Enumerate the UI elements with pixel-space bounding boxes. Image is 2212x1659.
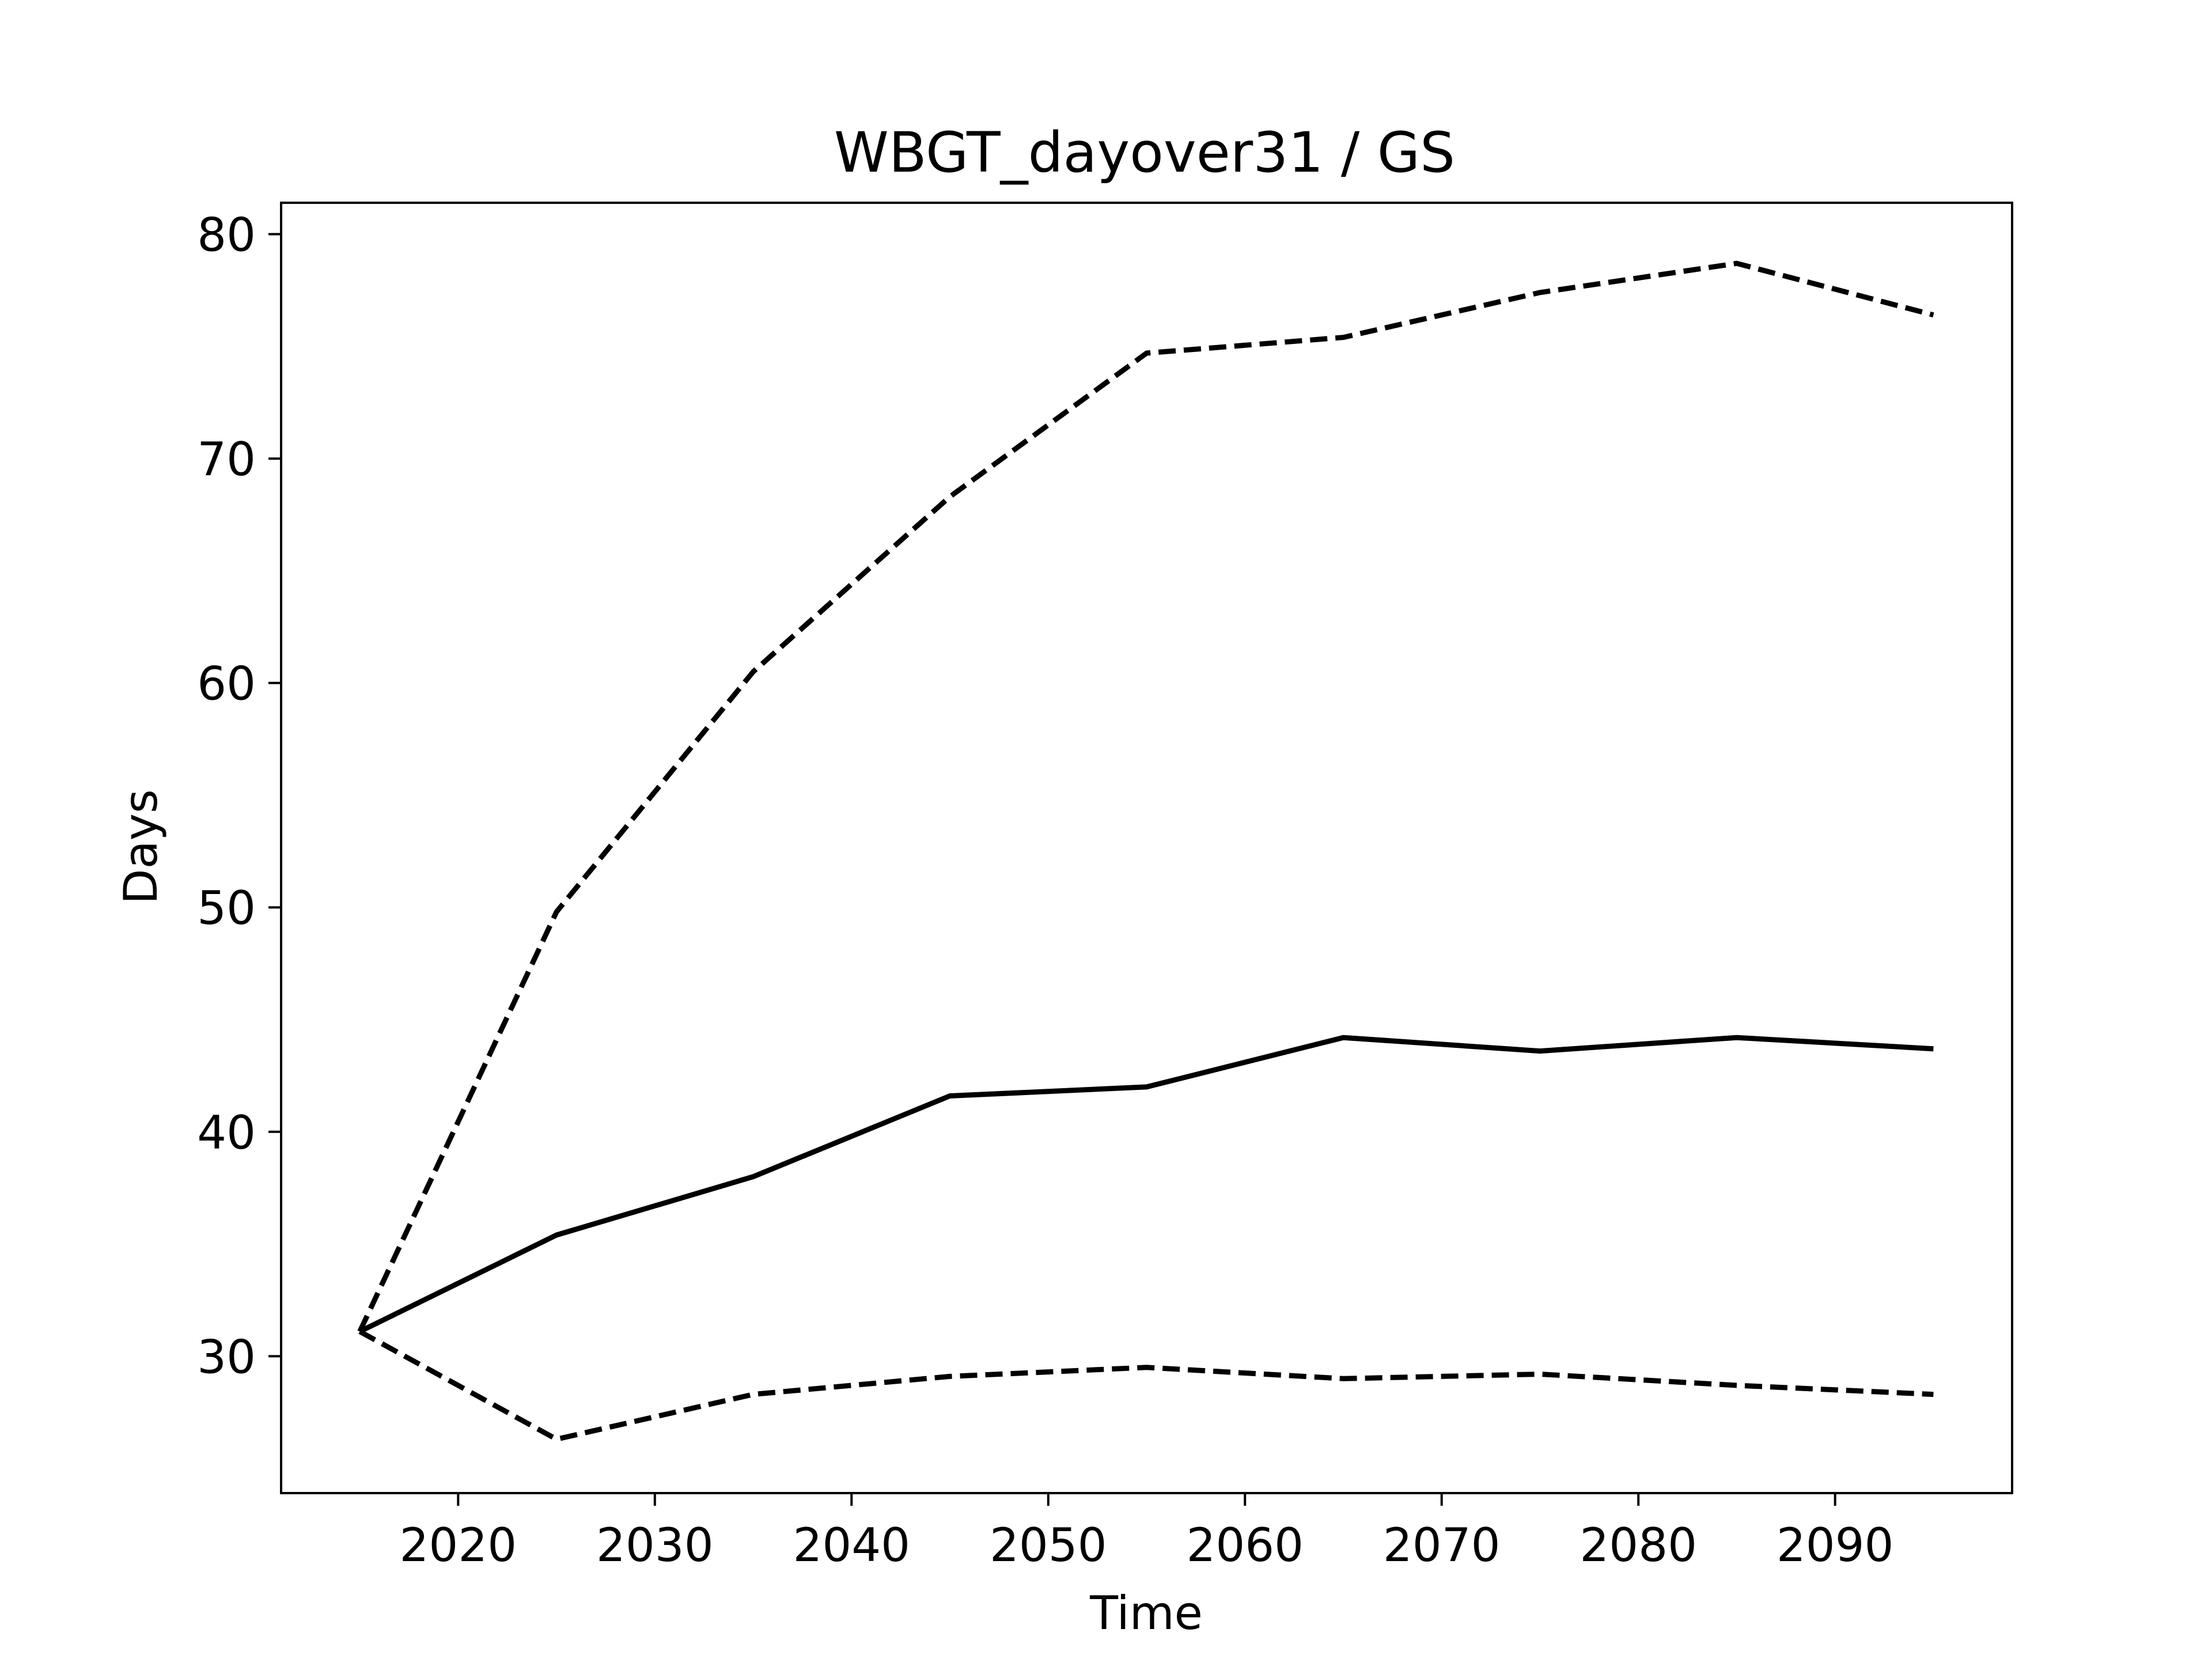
series-line-1 <box>358 1035 1934 1334</box>
x-tick-label: 2020 <box>400 1518 517 1572</box>
plot-frame <box>280 202 2013 1494</box>
chart-title: WBGT_dayover31 / GS <box>834 120 1455 185</box>
x-tick-label: 2090 <box>1777 1518 1894 1572</box>
x-tick-label: 2070 <box>1383 1518 1501 1572</box>
y-tick-label: 70 <box>197 433 256 486</box>
x-tick-label: 2040 <box>793 1518 910 1572</box>
x-tick-label: 2080 <box>1580 1518 1697 1572</box>
x-axis-label: Time <box>1089 1586 1203 1640</box>
x-tick-label: 2050 <box>990 1518 1107 1572</box>
y-tick-label: 40 <box>197 1106 256 1160</box>
y-tick-label: 80 <box>197 209 256 262</box>
x-tick-label: 2060 <box>1186 1518 1304 1572</box>
series-layer <box>357 260 1934 1442</box>
series-line-3 <box>358 1329 1934 1442</box>
y-tick-label: 50 <box>197 881 256 935</box>
y-tick-label: 60 <box>197 657 256 711</box>
series-line-2 <box>357 260 1934 1333</box>
y-tick-label: 30 <box>197 1330 256 1384</box>
y-axis-label: Days <box>114 789 168 904</box>
x-tick-label: 2030 <box>596 1518 714 1572</box>
axis-layer: 2020 2030 2040 2050 2060 2070 2080 2090 30 40 50 60… <box>197 209 1893 1572</box>
